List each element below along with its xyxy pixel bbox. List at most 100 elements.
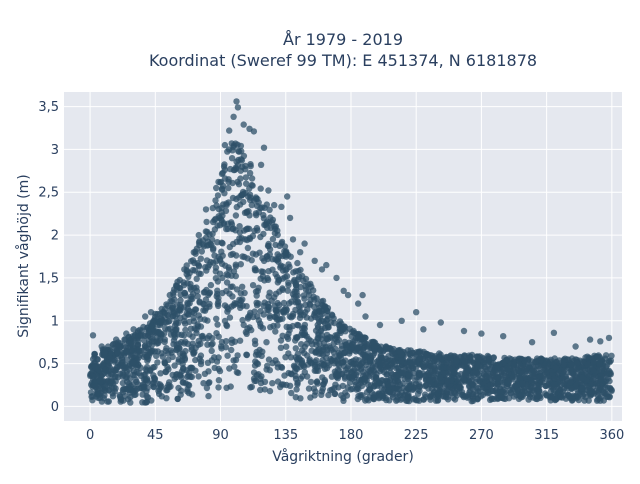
data-point (256, 249, 263, 256)
data-point (248, 175, 256, 182)
data-point (264, 276, 272, 283)
data-point (500, 333, 507, 340)
data-point (470, 382, 477, 389)
data-point (227, 251, 235, 258)
data-point (598, 368, 605, 375)
data-point (157, 334, 164, 341)
data-point (214, 321, 221, 328)
data-point (560, 385, 568, 392)
data-point (420, 326, 427, 333)
data-point (257, 161, 265, 168)
data-point (203, 384, 211, 392)
data-point (181, 266, 188, 273)
data-point (282, 249, 290, 256)
data-point (317, 350, 325, 357)
data-point (237, 290, 244, 297)
data-point (214, 239, 221, 246)
data-point (324, 307, 331, 315)
data-point (217, 178, 225, 186)
data-point (269, 266, 276, 273)
data-point (246, 324, 253, 331)
data-point (240, 321, 247, 329)
data-point (89, 373, 96, 380)
data-point (278, 238, 286, 246)
data-point (394, 371, 402, 378)
data-point (234, 162, 242, 169)
data-point (301, 240, 308, 247)
data-point (264, 224, 271, 231)
data-point (328, 373, 336, 380)
data-point (156, 381, 164, 388)
data-point (224, 308, 231, 315)
data-point (417, 355, 424, 362)
data-point (426, 377, 433, 384)
data-point (336, 327, 343, 334)
data-point (302, 301, 309, 308)
data-point (596, 360, 603, 368)
data-point (275, 253, 283, 260)
data-point (186, 331, 193, 338)
data-point (291, 288, 298, 295)
data-point (211, 216, 218, 224)
data-point (446, 364, 453, 372)
data-point (427, 363, 434, 370)
data-point (277, 337, 285, 344)
data-point (146, 320, 154, 327)
data-point (150, 383, 157, 391)
data-point (603, 393, 611, 400)
data-point (158, 350, 165, 357)
x-tick-label: 270 (469, 428, 494, 443)
data-point (133, 378, 140, 385)
data-point (233, 195, 240, 203)
data-point (128, 347, 135, 355)
data-point (313, 295, 320, 302)
data-point (180, 332, 188, 339)
data-point (354, 344, 362, 351)
data-point (223, 384, 230, 391)
data-point (112, 367, 119, 374)
data-point (412, 377, 419, 384)
y-tick-label: 0 (51, 400, 59, 415)
data-point (155, 387, 162, 395)
data-point (324, 347, 331, 354)
data-point (239, 283, 246, 290)
data-point (598, 393, 605, 401)
data-point (394, 393, 401, 401)
data-point (151, 375, 159, 382)
data-point (137, 364, 144, 371)
data-point (213, 315, 220, 322)
data-point (550, 329, 558, 336)
data-point (550, 380, 558, 387)
data-point (352, 378, 359, 386)
data-point (106, 359, 113, 366)
data-point (166, 291, 173, 299)
data-point (294, 381, 301, 388)
data-point (105, 367, 113, 374)
data-point (297, 303, 304, 310)
data-point (422, 382, 430, 389)
data-point (192, 356, 199, 364)
data-point (206, 332, 213, 340)
data-point (216, 270, 224, 277)
data-point (298, 341, 305, 348)
data-point (429, 392, 436, 400)
data-point (161, 360, 169, 367)
data-point (251, 337, 259, 344)
data-point (189, 295, 196, 302)
data-point (261, 204, 268, 211)
data-point (216, 222, 224, 229)
data-point (318, 308, 325, 315)
data-point (568, 361, 575, 368)
data-point (207, 281, 215, 289)
data-point (564, 356, 571, 363)
data-point (226, 365, 233, 372)
data-point (528, 383, 535, 391)
data-point (135, 369, 143, 377)
data-point (225, 146, 233, 153)
data-point (283, 343, 290, 350)
data-point (475, 388, 482, 395)
y-axis-ticks: 0 0,5 1 1,5 2 2,5 3 3,5 (38, 100, 59, 415)
data-point (414, 386, 422, 393)
data-point (519, 380, 526, 387)
data-point (482, 389, 489, 396)
